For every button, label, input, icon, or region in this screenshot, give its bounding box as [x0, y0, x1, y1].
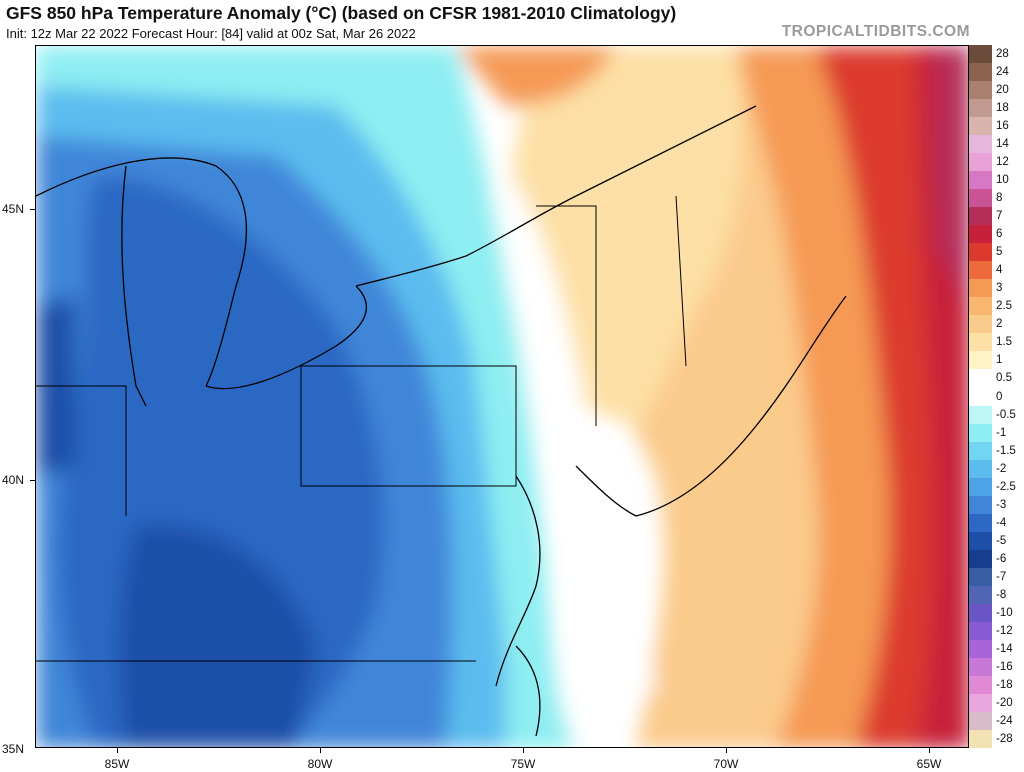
- legend-label: 2.5: [996, 300, 1012, 313]
- legend-label: -7: [996, 570, 1007, 583]
- legend-label: -2: [996, 462, 1007, 475]
- legend-label: -3: [996, 498, 1007, 511]
- legend-label: -16: [996, 660, 1013, 673]
- legend-swatch: [969, 711, 992, 731]
- site-credit: TROPICALTIDBITS.COM: [781, 23, 970, 40]
- legend-label: -18: [996, 678, 1013, 691]
- legend-swatch: [969, 567, 992, 587]
- legend-label: 0: [996, 390, 1003, 403]
- legend-label: -10: [996, 606, 1013, 619]
- legend-label: -6: [996, 552, 1007, 565]
- legend-label: 28: [996, 48, 1009, 60]
- legend-label: 10: [996, 174, 1009, 187]
- legend-swatch: [969, 531, 992, 551]
- legend-swatch: [969, 405, 992, 425]
- lat-label-35n: 35N: [2, 742, 25, 756]
- map-canvas: [36, 46, 968, 747]
- legend-label: -1.5: [996, 444, 1016, 457]
- lon-label-75w: 75W: [510, 757, 536, 771]
- legend-label: 14: [996, 138, 1009, 151]
- legend-label: -14: [996, 642, 1013, 655]
- legend-swatch: [969, 495, 992, 515]
- chart-title: GFS 850 hPa Temperature Anomaly (°C) (ba…: [6, 3, 677, 23]
- legend-swatch: [969, 477, 992, 497]
- legend-swatch: [969, 243, 992, 262]
- legend-swatch: [969, 99, 992, 118]
- legend-swatch: [969, 351, 992, 370]
- legend-swatch: [969, 639, 992, 659]
- legend-label: 18: [996, 102, 1009, 115]
- legend-swatch: [969, 225, 992, 244]
- lon-label-80w: 80W: [307, 757, 333, 771]
- forecast-info: Init: 12z Mar 22 2022 Forecast Hour: [84…: [6, 26, 416, 41]
- legend-swatch: [969, 441, 992, 461]
- legend-label: 1: [996, 354, 1003, 367]
- legend-label: -12: [996, 624, 1013, 637]
- legend-swatch: [969, 153, 992, 172]
- lat-label-40n: 40N: [2, 473, 25, 487]
- legend-label: 12: [996, 156, 1009, 169]
- legend-swatch: [969, 171, 992, 190]
- lon-label-85w: 85W: [104, 757, 130, 771]
- legend-swatch: [969, 603, 992, 623]
- legend-label: 3: [996, 282, 1003, 295]
- legend-label: 6: [996, 228, 1003, 241]
- legend-label: 1.5: [996, 336, 1012, 349]
- state-borders: [36, 195, 687, 662]
- legend-swatch: [969, 261, 992, 280]
- legend-label: 5: [996, 246, 1003, 259]
- color-legend: [969, 45, 992, 749]
- legend-label: 16: [996, 120, 1009, 133]
- legend-label: -8: [996, 588, 1007, 601]
- legend-label: 4: [996, 264, 1003, 277]
- legend-swatch: [969, 117, 992, 136]
- legend-label: -28: [996, 732, 1013, 745]
- legend-label: -5: [996, 534, 1007, 547]
- legend-swatch: [969, 423, 992, 443]
- legend-label: -2.5: [996, 480, 1016, 493]
- legend-swatch: [969, 81, 992, 100]
- legend-label: 20: [996, 84, 1009, 97]
- legend-swatch: [969, 297, 992, 316]
- legend-swatch: [969, 63, 992, 82]
- legend-label: -0.5: [996, 408, 1016, 421]
- legend-label: -20: [996, 696, 1013, 709]
- legend-label: -4: [996, 516, 1007, 529]
- legend-swatch: [969, 549, 992, 569]
- legend-swatch: [969, 369, 992, 388]
- legend-swatch: [969, 45, 992, 64]
- legend-swatch: [969, 387, 992, 406]
- legend-swatch: [969, 279, 992, 298]
- legend-label: -24: [996, 714, 1013, 727]
- lat-label-45n: 45N: [2, 202, 25, 216]
- legend-label: 0.5: [996, 372, 1012, 385]
- anomaly-map: [35, 45, 969, 748]
- legend-swatch: [969, 135, 992, 154]
- legend-label: -1: [996, 426, 1007, 439]
- legend-swatch: [969, 657, 992, 677]
- legend-swatch: [969, 621, 992, 641]
- legend-swatch: [969, 207, 992, 226]
- legend-swatch: [969, 693, 992, 713]
- legend-swatch: [969, 459, 992, 479]
- legend-swatch: [969, 729, 992, 749]
- legend-swatch: [969, 585, 992, 605]
- anomaly-field: [36, 46, 968, 747]
- legend-label: 8: [996, 192, 1003, 205]
- legend-swatch: [969, 333, 992, 352]
- legend-swatch: [969, 189, 992, 208]
- legend-label: 24: [996, 66, 1009, 79]
- legend-swatch: [969, 675, 992, 695]
- legend-swatch: [969, 513, 992, 533]
- coastlines: [36, 105, 847, 737]
- lon-label-70w: 70W: [713, 757, 739, 771]
- lon-label-65w: 65W: [916, 757, 942, 771]
- legend-label: 2: [996, 318, 1003, 331]
- legend-label: 7: [996, 210, 1003, 223]
- legend-swatch: [969, 315, 992, 334]
